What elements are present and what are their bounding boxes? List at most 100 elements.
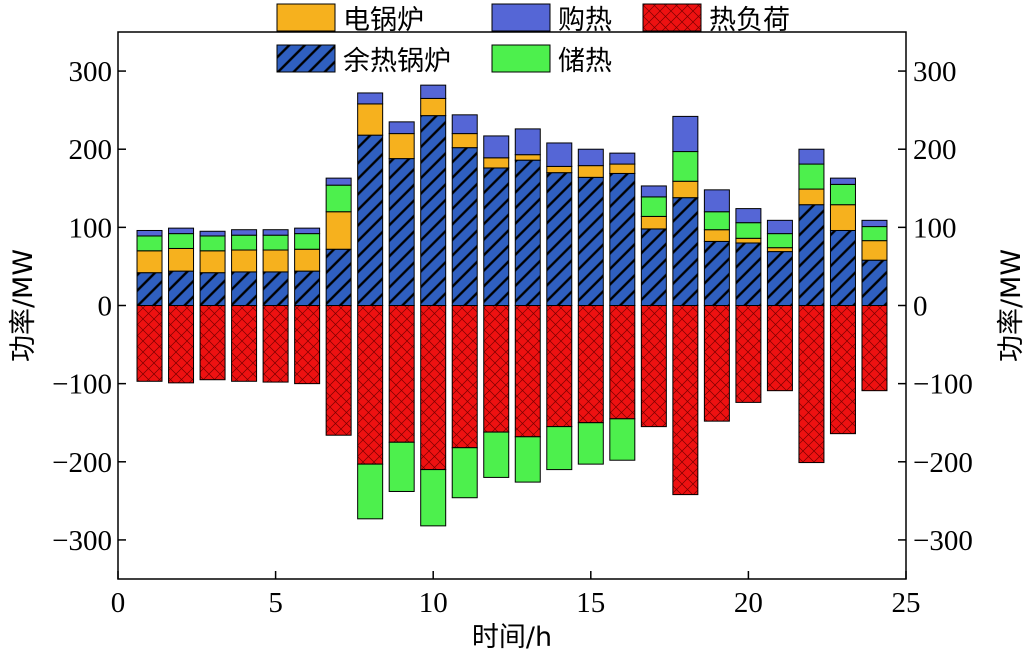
bar-电锅炉-t14 [546,165,573,174]
y-tick-left-label: 0 [98,291,113,323]
bar-热负荷-t13 [514,305,541,438]
bar-储热-t2 [168,233,195,249]
legend-swatch-余热锅炉 [276,44,336,73]
y-tick-right-label: 100 [913,212,957,244]
bar-热负荷-t10 [420,305,447,471]
bar-余热锅炉-t24 [861,259,888,307]
bar-储热-t16 [609,418,636,461]
bar-购热-t4 [231,229,258,236]
bar-热负荷-t1 [136,305,163,382]
bar-电锅炉-t12 [483,157,510,169]
bar-余热锅炉-t23 [829,229,856,307]
y-tick-right-label: −100 [913,369,973,401]
y-tick-left-label: 200 [69,134,113,166]
bar-余热锅炉-t2 [168,270,195,307]
bar-热负荷-t11 [451,305,478,449]
x-axis-title: 时间/h [472,622,552,653]
bar-余热锅炉-t13 [514,159,541,306]
legend-label-储热: 储热 [558,46,612,77]
bar-电锅炉-t5 [262,249,289,273]
bar-购热-t12 [483,135,510,159]
y-tick-right-label: −300 [913,525,973,557]
bar-储热-t9 [388,441,415,492]
bar-储热-t19 [703,211,730,231]
bar-储热-t8 [357,463,384,520]
bar-储热-t15 [577,422,604,465]
bar-热负荷-t3 [199,305,226,381]
bar-热负荷-t7 [325,305,352,436]
bar-电锅炉-t18 [672,180,699,199]
legend-label-购热: 购热 [558,5,612,36]
bar-购热-t7 [325,177,352,186]
x-tick-label: 10 [419,587,448,619]
bar-购热-t13 [514,128,541,156]
bar-余热锅炉-t18 [672,197,699,306]
bar-购热-t14 [546,142,573,167]
bar-电锅炉-t2 [168,247,195,272]
bar-热负荷-t19 [703,305,730,422]
bar-热负荷-t9 [388,305,415,443]
bar-电锅炉-t20 [735,237,762,244]
bar-储热-t11 [451,447,478,499]
bar-余热锅炉-t11 [451,147,478,306]
bar-储热-t3 [199,235,226,252]
bar-电锅炉-t17 [640,215,667,230]
bar-购热-t3 [199,230,226,237]
legend-swatch-热负荷 [642,3,702,32]
bar-电锅炉-t16 [609,163,636,174]
bar-购热-t16 [609,152,636,165]
legend-swatch-电锅炉 [276,3,336,32]
bar-购热-t2 [168,227,195,235]
bar-电锅炉-t11 [451,133,478,149]
y-tick-left-label: −200 [52,447,112,479]
bar-储热-t13 [514,436,541,483]
bar-余热锅炉-t22 [798,204,825,306]
bar-热负荷-t12 [483,305,510,433]
bar-余热锅炉-t19 [703,240,730,306]
bar-购热-t19 [703,189,730,213]
bar-购热-t8 [357,92,384,105]
bar-购热-t23 [829,177,856,185]
bar-购热-t17 [640,185,667,198]
bar-购热-t10 [420,84,447,99]
legend-swatch-购热 [491,3,551,32]
bar-储热-t24 [861,226,888,242]
x-tick-label: 25 [892,587,921,619]
bar-电锅炉-t7 [325,211,352,250]
bar-电锅炉-t13 [514,154,541,161]
bar-余热锅炉-t4 [231,271,258,306]
bar-购热-t22 [798,148,825,165]
y-tick-right-label: 200 [913,134,957,166]
bar-热负荷-t17 [640,305,667,428]
y-tick-left-label: 100 [69,212,113,244]
bar-储热-t18 [672,151,699,182]
bar-电锅炉-t24 [861,240,888,261]
bar-余热锅炉-t5 [262,271,289,306]
bar-电锅炉-t10 [420,97,447,117]
bar-电锅炉-t21 [766,247,793,253]
bar-购热-t6 [294,227,321,235]
y-tick-left-label: −100 [52,369,112,401]
bar-余热锅炉-t12 [483,167,510,306]
bar-储热-t17 [640,196,667,217]
legend-label-电锅炉: 电锅炉 [343,5,424,36]
bar-热负荷-t2 [168,305,195,384]
legend-label-热负荷: 热负荷 [709,5,790,36]
bar-热负荷-t24 [861,305,888,392]
bar-热负荷-t18 [672,305,699,496]
y-tick-right-label: 300 [913,56,957,88]
y-tick-right-label: −200 [913,447,973,479]
bar-余热锅炉-t9 [388,158,415,306]
y-tick-right-label: 0 [913,291,928,323]
bar-电锅炉-t8 [357,103,384,136]
bar-余热锅炉-t10 [420,115,447,306]
bar-热负荷-t20 [735,305,762,403]
bar-购热-t24 [861,219,888,228]
bar-储热-t10 [420,469,447,527]
x-tick-label: 20 [734,587,763,619]
bar-储热-t21 [766,233,793,249]
bar-电锅炉-t4 [231,249,258,273]
bar-购热-t18 [672,115,699,153]
bar-余热锅炉-t1 [136,272,163,306]
